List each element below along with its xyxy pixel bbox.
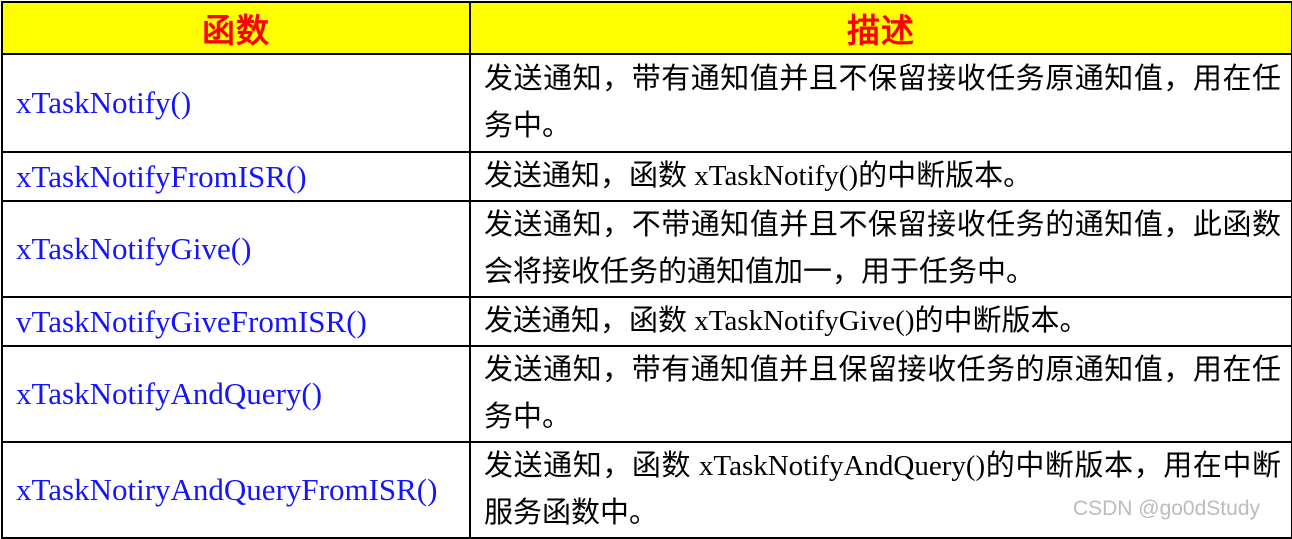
- function-description-cell: 发送通知，函数 xTaskNotifyAndQuery()的中断版本，用在中断服…: [469, 441, 1292, 539]
- function-name-cell: xTaskNotifyAndQuery(): [1, 345, 471, 443]
- table-row: vTaskNotifyGiveFromISR() 发送通知，函数 xTaskNo…: [1, 296, 1292, 347]
- function-name-cell: xTaskNotifyFromISR(): [1, 151, 471, 202]
- function-description-cell: 发送通知，函数 xTaskNotifyGive()的中断版本。: [469, 296, 1292, 347]
- function-description-cell: 发送通知，带有通知值并且保留接收任务的原通知值，用在任务中。: [469, 345, 1292, 443]
- function-name-cell: xTaskNotiryAndQueryFromISR(): [1, 441, 471, 539]
- function-name-cell: xTaskNotifyGive(): [1, 200, 471, 298]
- function-name-cell: vTaskNotifyGiveFromISR(): [1, 296, 471, 347]
- function-description-cell: 发送通知，不带通知值并且不保留接收任务的通知值，此函数会将接收任务的通知值加一，…: [469, 200, 1292, 298]
- table-row: xTaskNotify() 发送通知，带有通知值并且不保留接收任务原通知值，用在…: [1, 53, 1292, 153]
- table-row: xTaskNotifyFromISR() 发送通知，函数 xTaskNotify…: [1, 151, 1292, 202]
- header-cell-description: 描述: [469, 1, 1292, 55]
- function-description-cell: 发送通知，带有通知值并且不保留接收任务原通知值，用在任务中。: [469, 53, 1292, 153]
- table-row: xTaskNotiryAndQueryFromISR() 发送通知，函数 xTa…: [1, 441, 1292, 539]
- function-description-cell: 发送通知，函数 xTaskNotify()的中断版本。: [469, 151, 1292, 202]
- table-header-row: 函数 描述: [1, 1, 1292, 55]
- table-row: xTaskNotifyAndQuery() 发送通知，带有通知值并且保留接收任务…: [1, 345, 1292, 443]
- header-cell-function: 函数: [1, 1, 471, 55]
- table-row: xTaskNotifyGive() 发送通知，不带通知值并且不保留接收任务的通知…: [1, 200, 1292, 298]
- function-name-cell: xTaskNotify(): [1, 53, 471, 153]
